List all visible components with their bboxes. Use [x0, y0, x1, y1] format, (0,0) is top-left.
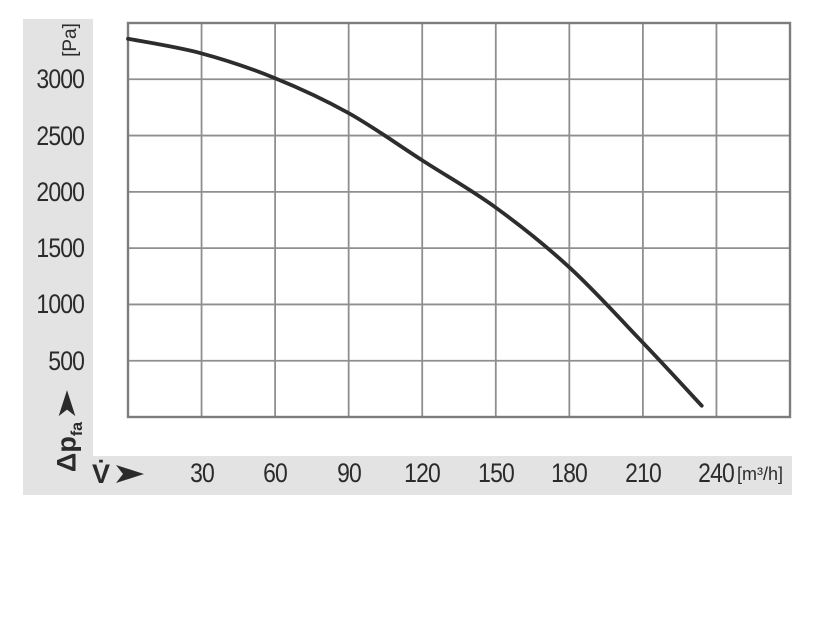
y-axis-tick-label: 1500: [36, 233, 85, 264]
x-axis-tick-label: 210: [624, 458, 662, 488]
x-axis-tick-label: 240: [698, 458, 736, 488]
x-axis-panel: [23, 456, 792, 495]
y-axis-tick-label: 1000: [36, 289, 85, 320]
up-arrow-icon: [58, 389, 76, 416]
y-axis-tick-label: 500: [48, 345, 85, 376]
y-axis-symbol-subscript: fa: [68, 421, 86, 437]
y-axis-unit-label: [Pa]: [60, 23, 81, 57]
plot-border: [126, 21, 792, 419]
y-axis-symbol: Δpfa: [51, 389, 86, 473]
x-axis-tick-label: 90: [336, 458, 362, 488]
x-axis-tick-label: 180: [551, 458, 588, 488]
x-axis-tick-label: 30: [189, 458, 215, 488]
y-axis-tick-label: 3000: [36, 64, 85, 95]
plot-area: [126, 21, 792, 419]
x-axis-unit-label: [m³/h]: [737, 464, 784, 484]
pressure-curve: [126, 36, 704, 408]
y-axis-tick-label: 2500: [36, 120, 85, 151]
y-axis-tick-label: 2000: [36, 176, 85, 207]
y-axis-panel: [23, 19, 93, 495]
x-axis-tick-label: 60: [263, 458, 288, 488]
gridlines: [128, 23, 790, 417]
x-axis-tick-label: 120: [404, 458, 441, 488]
right-arrow-icon: [116, 465, 145, 483]
x-axis-symbol: V̇: [92, 458, 145, 490]
y-axis-symbol-text: Δpfa: [51, 421, 86, 473]
x-axis-tick-label: 150: [477, 458, 515, 488]
x-axis-symbol-text: V̇: [92, 458, 111, 489]
